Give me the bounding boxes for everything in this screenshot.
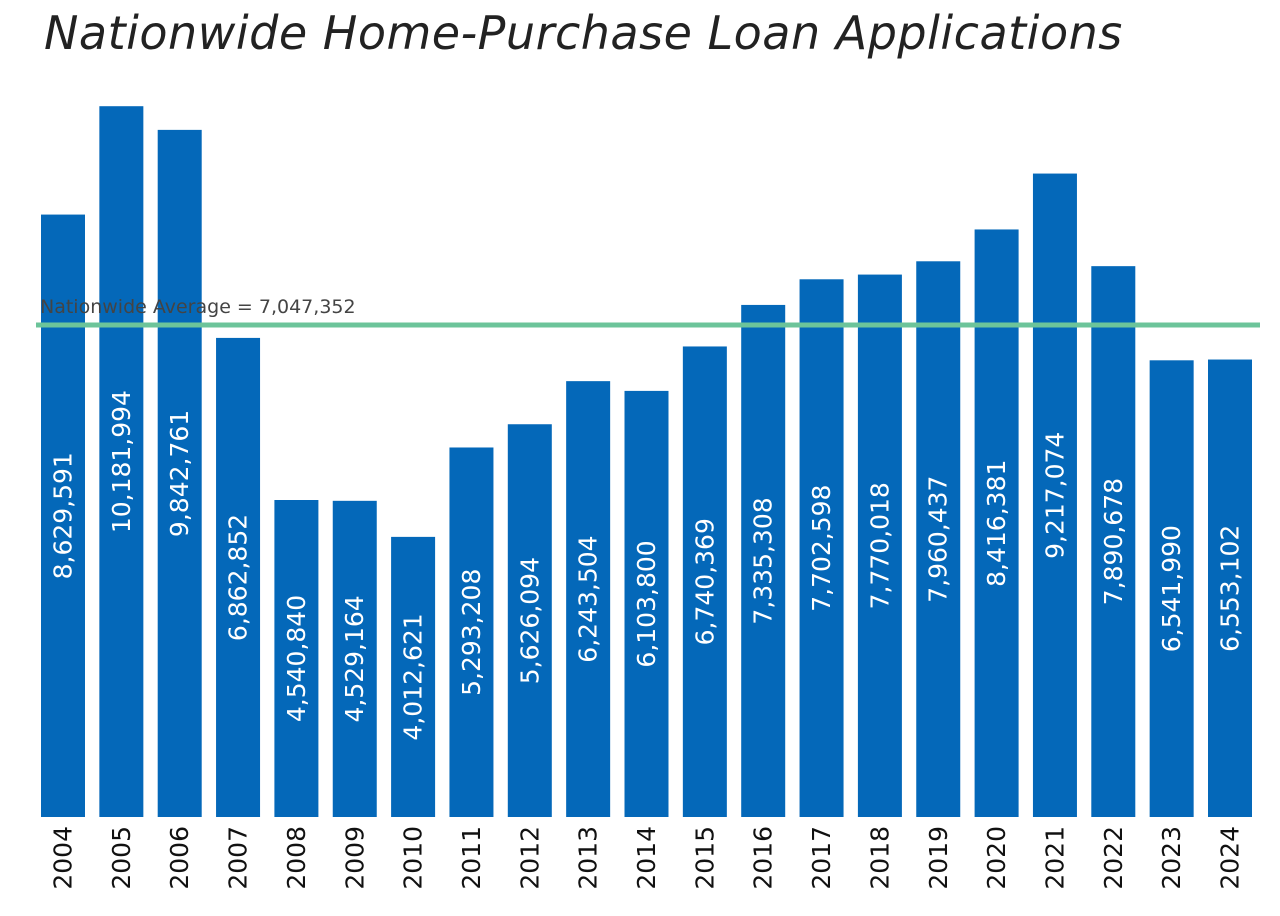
bars-group xyxy=(41,106,1252,818)
x-tick-label: 2020 xyxy=(982,826,1011,890)
x-tick-label: 2022 xyxy=(1099,826,1128,890)
bar-value-label: 6,862,852 xyxy=(224,514,253,641)
bar-value-label: 8,416,381 xyxy=(982,460,1011,587)
bar-2009 xyxy=(332,500,377,817)
chart-title: Nationwide Home-Purchase Loan Applicatio… xyxy=(44,6,1123,60)
bar-2024 xyxy=(1208,359,1252,817)
bar-value-label: 7,960,437 xyxy=(924,476,953,603)
bar-2019 xyxy=(916,261,961,818)
x-tick-label: 2004 xyxy=(49,826,78,890)
bar-value-label: 6,541,990 xyxy=(1157,525,1186,652)
x-tick-label: 2018 xyxy=(865,826,894,890)
bar-value-label: 8,629,591 xyxy=(49,452,78,579)
bar-2008 xyxy=(274,500,319,817)
bar-value-label: 7,770,018 xyxy=(865,482,894,609)
bar-value-label: 6,553,102 xyxy=(1216,525,1245,652)
bar-2015 xyxy=(682,346,727,817)
bar-2006 xyxy=(157,129,202,818)
x-tick-label: 2014 xyxy=(632,826,661,890)
x-tick-label: 2006 xyxy=(165,826,194,890)
bar-2022 xyxy=(1091,266,1136,817)
bar-2023 xyxy=(1149,360,1194,817)
bar-2007 xyxy=(216,337,261,817)
bar-value-label: 7,702,598 xyxy=(807,485,836,612)
bar-2016 xyxy=(741,304,786,817)
x-tick-label: 2010 xyxy=(399,826,428,890)
bar-2004 xyxy=(41,214,85,817)
x-tick-label: 2007 xyxy=(224,826,253,890)
bar-labels-group: 8,629,591 10,181,994 9,842,761 6,862,852 4,5… xyxy=(49,390,1245,741)
bar-value-label: 4,529,164 xyxy=(340,595,369,722)
bar-2021 xyxy=(1032,173,1077,818)
x-tick-label: 2009 xyxy=(340,826,369,890)
bar-2011 xyxy=(449,447,494,817)
x-tick-label: 2017 xyxy=(807,826,836,890)
average-line-label: Nationwide Average = 7,047,352 xyxy=(40,296,356,318)
x-tick-label: 2019 xyxy=(924,826,953,890)
bar-value-label: 7,335,308 xyxy=(749,497,778,624)
x-tick-label: 2011 xyxy=(457,826,486,890)
bar-2005 xyxy=(99,106,144,818)
bar-2014 xyxy=(624,390,669,817)
bar-2010 xyxy=(391,536,436,817)
x-tick-label: 2005 xyxy=(107,826,136,890)
x-tick-label: 2021 xyxy=(1040,826,1069,890)
bar-value-label: 10,181,994 xyxy=(107,390,136,533)
x-tick-label: 2023 xyxy=(1157,826,1186,890)
bar-value-label: 6,103,800 xyxy=(632,540,661,667)
bar-value-label: 7,890,678 xyxy=(1099,478,1128,605)
x-tick-label: 2024 xyxy=(1216,826,1245,890)
bar-2017 xyxy=(799,279,844,818)
bar-value-label: 6,243,504 xyxy=(574,535,603,662)
bar-2012 xyxy=(507,424,552,817)
bar-value-label: 5,293,208 xyxy=(457,569,486,696)
bar-2018 xyxy=(857,274,902,817)
bar-2013 xyxy=(566,381,611,817)
bar-value-label: 9,217,074 xyxy=(1040,432,1069,559)
bar-value-label: 9,842,761 xyxy=(165,410,194,537)
x-tick-label: 2016 xyxy=(749,826,778,890)
x-axis-tick-labels: 2004 2005 2006 2007 2008 2009 2010 2011 2012 2013… xyxy=(49,826,1245,890)
x-tick-label: 2013 xyxy=(574,826,603,890)
bar-value-label: 5,626,094 xyxy=(515,557,544,684)
bar-value-label: 4,012,621 xyxy=(399,613,428,740)
x-tick-label: 2012 xyxy=(515,826,544,890)
bar-value-label: 6,740,369 xyxy=(690,518,719,645)
x-tick-label: 2015 xyxy=(690,826,719,890)
bar-value-label: 4,540,840 xyxy=(282,595,311,722)
x-tick-label: 2008 xyxy=(282,826,311,890)
